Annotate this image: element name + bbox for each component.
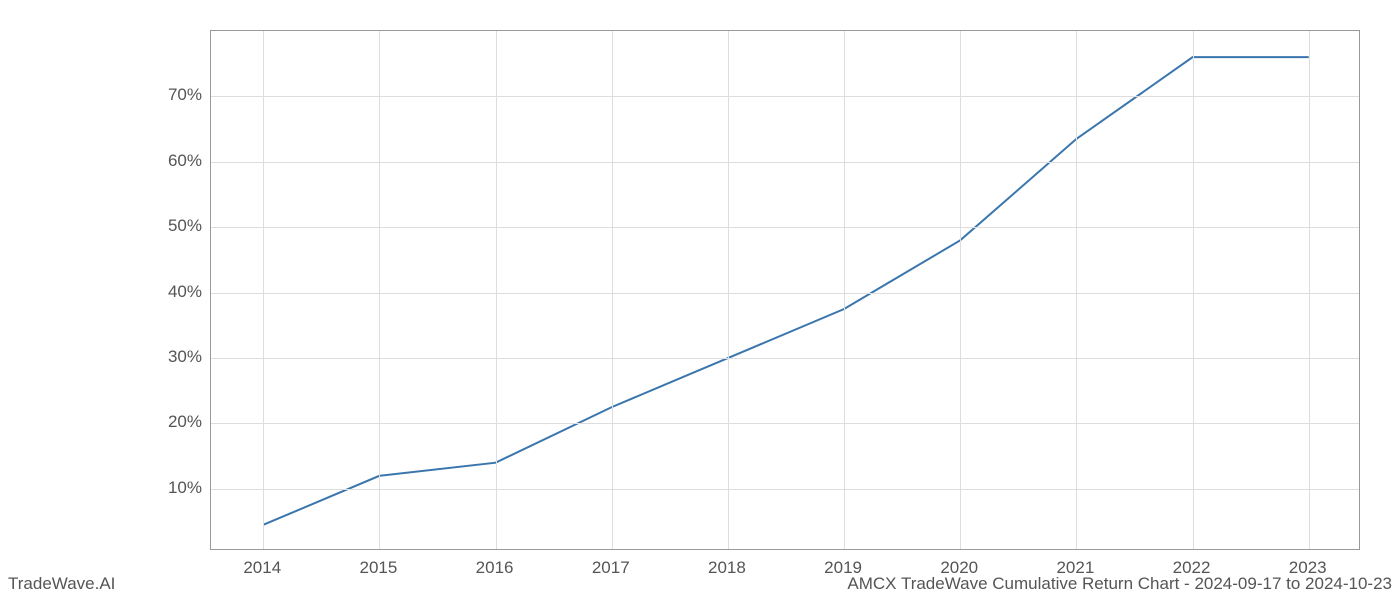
line-chart-svg — [211, 31, 1361, 551]
gridline-vertical — [728, 31, 729, 549]
y-tick-label: 60% — [152, 151, 202, 171]
x-tick-label: 2017 — [592, 558, 630, 578]
gridline-horizontal — [211, 96, 1359, 97]
gridline-horizontal — [211, 227, 1359, 228]
y-tick-label: 70% — [152, 85, 202, 105]
gridline-vertical — [960, 31, 961, 549]
gridline-horizontal — [211, 489, 1359, 490]
x-tick-label: 2022 — [1173, 558, 1211, 578]
y-tick-label: 10% — [152, 478, 202, 498]
gridline-horizontal — [211, 162, 1359, 163]
gridline-horizontal — [211, 358, 1359, 359]
footer-brand: TradeWave.AI — [8, 574, 115, 594]
x-tick-label: 2014 — [243, 558, 281, 578]
x-tick-label: 2023 — [1289, 558, 1327, 578]
gridline-vertical — [379, 31, 380, 549]
y-tick-label: 20% — [152, 412, 202, 432]
y-tick-label: 30% — [152, 347, 202, 367]
gridline-vertical — [612, 31, 613, 549]
x-tick-label: 2016 — [476, 558, 514, 578]
gridline-vertical — [1193, 31, 1194, 549]
chart-plot-area — [210, 30, 1360, 550]
gridline-vertical — [1076, 31, 1077, 549]
y-tick-label: 50% — [152, 216, 202, 236]
gridline-vertical — [496, 31, 497, 549]
x-tick-label: 2018 — [708, 558, 746, 578]
x-tick-label: 2015 — [360, 558, 398, 578]
x-tick-label: 2019 — [824, 558, 862, 578]
gridline-vertical — [263, 31, 264, 549]
x-tick-label: 2021 — [1056, 558, 1094, 578]
gridline-horizontal — [211, 423, 1359, 424]
gridline-horizontal — [211, 293, 1359, 294]
gridline-vertical — [1309, 31, 1310, 549]
gridline-vertical — [844, 31, 845, 549]
x-tick-label: 2020 — [940, 558, 978, 578]
y-tick-label: 40% — [152, 282, 202, 302]
data-line — [263, 57, 1308, 525]
